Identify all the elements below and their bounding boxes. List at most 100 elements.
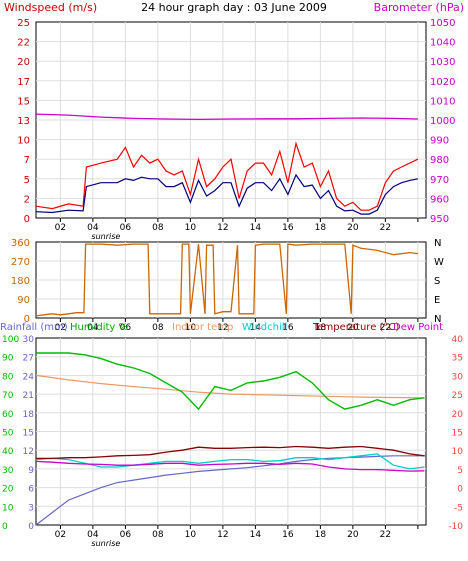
x-tick-label: 04 [87,530,99,540]
x-tick-label: 02 [55,323,66,333]
windspeed-tick-label: 15 [17,96,30,107]
legend-title: Rainfall (mm) [0,322,68,333]
direction-tick-label: 90 [17,295,30,306]
windspeed-tick-label: 10 [17,136,30,147]
humidity-tick-label: 50 [2,429,14,439]
rainfall-line [35,455,426,526]
barometer-tick-label: 1000 [430,116,455,127]
rainfall-tick-label: 24 [23,372,35,382]
rainfall-tick-label: 0 [28,522,34,532]
legend-title: Temperature (°C) [312,322,399,333]
humidity-tick-label: 40 [2,447,14,457]
wind-direction-line [35,243,418,317]
windspeed-tick-label: 17 [17,77,30,88]
legend-title: Humidity % [70,322,128,333]
direction-tick-label: 0 [24,314,30,325]
wind-average-line [35,173,419,215]
rainfall-tick-label: 6 [28,485,34,495]
sunrise-label: sunrise [91,539,120,548]
direction-tick-label: 180 [11,276,30,287]
direction-tick-label: 270 [11,257,30,268]
x-tick-label: 16 [282,323,294,333]
barometer-tick-label: 970 [430,175,449,186]
temperature-tick-label: -10 [448,522,463,532]
x-tick-label: 08 [152,223,164,233]
x-tick-label: 14 [250,223,262,233]
x-tick-label: 04 [87,223,99,233]
windspeed-tick-label: 5 [24,175,30,186]
humidity-tick-label: 0 [2,522,8,532]
compass-label: N [434,314,441,325]
rainfall-tick-label: 12 [23,447,34,457]
x-tick-label: 22 [380,223,391,233]
x-tick-label: 06 [120,530,132,540]
windspeed-tick-label: 25 [17,18,30,29]
compass-label: N [434,238,441,249]
x-tick-label: 06 [120,323,132,333]
x-tick-label: 12 [217,223,228,233]
x-tick-label: 06 [120,223,132,233]
wind-gust-line [35,141,419,211]
x-tick-label: 20 [347,530,359,540]
temperature-tick-label: 40 [452,335,464,345]
indoor-temp-line [35,374,425,399]
temperature-tick-label: 5 [457,466,463,476]
x-tick-label: 04 [87,323,99,333]
x-tick-label: 18 [315,323,327,333]
humidity-tick-label: 60 [2,410,14,420]
humidity-tick-label: 80 [2,372,14,382]
humidity-tick-label: 100 [2,335,19,345]
x-tick-label: 18 [315,223,327,233]
sunrise-label: sunrise [91,232,120,241]
temperature-tick-label: 0 [457,485,463,495]
x-tick-label: 14 [250,323,262,333]
x-tick-label: 10 [185,323,197,333]
barometer-tick-label: 1030 [430,57,455,68]
x-tick-label: 18 [315,530,327,540]
barometer-tick-label: 1020 [430,77,455,88]
temperature-tick-label: 35 [452,354,463,364]
temperature-tick-label: 30 [452,372,464,382]
x-tick-label: 14 [250,530,262,540]
barometer-line [35,113,418,121]
x-tick-label: 08 [152,530,164,540]
barometer-tick-label: 950 [430,214,449,225]
x-tick-label: 08 [152,323,164,333]
windspeed-tick-label: 13 [17,116,30,127]
humidity-line [36,352,425,411]
windspeed-tick-label: 0 [24,214,30,225]
direction-tick-label: 360 [11,238,30,249]
temperature-tick-label: 20 [452,410,464,420]
temperature-tick-label: 10 [452,447,464,457]
rainfall-tick-label: 3 [28,503,34,513]
windspeed-tick-label: 22 [17,38,30,49]
x-tick-label: 20 [347,223,359,233]
windspeed-tick-label: 7 [24,155,30,166]
x-tick-label: 02 [55,530,66,540]
rainfall-tick-label: 30 [23,335,35,345]
compass-label: E [434,295,440,306]
windspeed-axis-title: Windspeed (m/s) [4,1,97,14]
windspeed-tick-label: 2 [24,194,30,205]
windchill-line [35,453,425,470]
rainfall-tick-label: 27 [23,354,34,364]
x-tick-label: 20 [347,323,359,333]
chart-title: 24 hour graph day : 03 June 2009 [141,1,327,14]
compass-label: S [434,276,440,287]
windspeed-tick-label: 20 [17,57,30,68]
temperature-tick-label: -5 [454,503,463,513]
legend-title: Dew Point [393,322,443,333]
x-tick-label: 12 [217,323,228,333]
humidity-tick-label: 10 [2,503,14,513]
humidity-tick-label: 70 [2,391,14,401]
rainfall-tick-label: 15 [23,429,34,439]
temperature-line [36,445,425,460]
humidity-tick-label: 20 [2,485,14,495]
x-tick-label: 12 [217,530,228,540]
humidity-tick-label: 30 [2,466,14,476]
dew-point-line [35,460,425,472]
temperature-tick-label: 15 [452,429,463,439]
barometer-tick-label: 1040 [430,38,455,49]
